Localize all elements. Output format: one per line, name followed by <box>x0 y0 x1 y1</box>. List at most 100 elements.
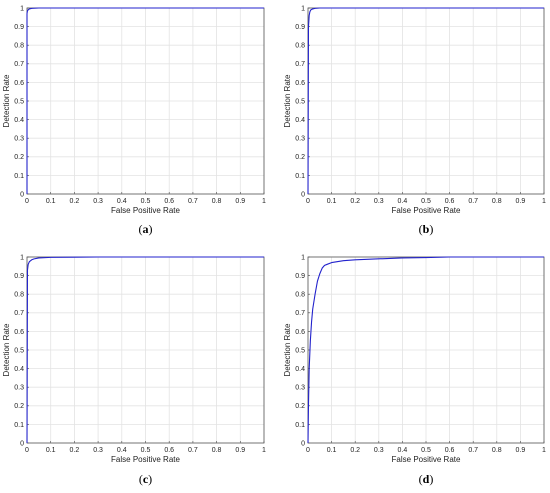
x-tick-label: 0.6 <box>164 198 174 205</box>
y-tick-label: 0.5 <box>295 98 305 105</box>
axes-frame <box>307 256 545 444</box>
x-tick-label: 0.1 <box>46 447 56 454</box>
y-tick-label: 0.9 <box>295 24 305 31</box>
y-tick-label: 1 <box>20 254 24 261</box>
caption-letter: c <box>143 472 149 486</box>
caption-open-paren: ( <box>419 472 423 486</box>
panel-caption: (b) <box>419 222 434 236</box>
y-tick-label: 0.1 <box>295 422 305 429</box>
y-tick-label: 0 <box>301 440 305 447</box>
y-tick-label: 0.7 <box>14 310 24 317</box>
x-tick-label: 0.2 <box>70 447 80 454</box>
caption-letter: d <box>423 472 430 486</box>
caption-open-paren: ( <box>139 222 143 236</box>
y-tick-label: 0 <box>20 191 24 198</box>
x-tick-label: 0.9 <box>516 198 526 205</box>
y-tick-label: 0.5 <box>14 347 24 354</box>
roc-panel-a: 0 0.1 0.2 0.3 0.4 0.5 0.6 0.7 0.8 0.9 1 0 0.1 0.2 0.3 0… <box>2 5 266 236</box>
x-axis-label: False Positive Rate <box>392 455 461 464</box>
y-tick-label: 0.4 <box>14 117 24 124</box>
y-tick-label: 0.6 <box>295 329 305 336</box>
x-tick-label: 0.5 <box>421 447 431 454</box>
x-tick-label: 0.4 <box>117 198 127 205</box>
x-tick-label: 0.2 <box>70 198 80 205</box>
y-tick-label: 0.3 <box>14 136 24 143</box>
y-axis-label: Detection Rate <box>283 74 292 127</box>
y-tick-label: 0.6 <box>295 80 305 87</box>
y-tick-label: 0.5 <box>14 98 24 105</box>
y-tick-label: 1 <box>20 5 24 12</box>
x-tick-label: 0 <box>306 198 310 205</box>
y-tick-label: 0.3 <box>14 385 24 392</box>
y-tick-label: 0.6 <box>14 80 24 87</box>
x-tick-label: 0.7 <box>468 198 478 205</box>
x-tick-label: 0.8 <box>212 447 222 454</box>
roc-panel-c: 0 0.1 0.2 0.3 0.4 0.5 0.6 0.7 0.8 0.9 1 0 0.1 0.2 0.3 0… <box>2 254 266 486</box>
caption-close-paren: ) <box>149 222 153 236</box>
roc-curve <box>307 256 544 444</box>
x-tick-label: 0.4 <box>398 447 408 454</box>
y-axis-label: Detection Rate <box>2 74 11 127</box>
y-tick-label: 0.9 <box>14 24 24 31</box>
roc-curve <box>307 7 544 195</box>
panel-caption: (a) <box>139 222 153 236</box>
x-tick-label: 0.9 <box>516 447 526 454</box>
x-axis-label: False Positive Rate <box>392 206 461 215</box>
y-tick-label: 1 <box>301 5 305 12</box>
y-tick-label: 0.8 <box>295 43 305 50</box>
x-tick-label: 1 <box>542 447 546 454</box>
x-tick-label: 0.8 <box>492 198 502 205</box>
roc-curve <box>26 7 264 194</box>
y-tick-label: 1 <box>301 254 305 261</box>
panel-caption: (c) <box>139 472 152 486</box>
caption-letter: b <box>423 222 430 236</box>
x-tick-label: 0.7 <box>468 447 478 454</box>
x-tick-label: 0.6 <box>445 447 455 454</box>
y-tick-label: 0.1 <box>14 422 24 429</box>
caption-open-paren: ( <box>139 472 143 486</box>
x-tick-label: 0.8 <box>212 198 222 205</box>
x-tick-label: 0.5 <box>141 198 151 205</box>
y-tick-label: 0.7 <box>295 61 305 68</box>
x-tick-label: 1 <box>262 198 266 205</box>
x-tick-label: 0.2 <box>350 447 360 454</box>
x-tick-label: 0.2 <box>350 198 360 205</box>
y-tick-label: 0.9 <box>295 273 305 280</box>
y-tick-label: 0.1 <box>14 173 24 180</box>
roc-panel-d: 0 0.1 0.2 0.3 0.4 0.5 0.6 0.7 0.8 0.9 1 0 0.1 0.2 0.3 0… <box>283 254 546 486</box>
x-axis-label: False Positive Rate <box>111 455 180 464</box>
y-tick-label: 0.7 <box>295 310 305 317</box>
y-axis-label: Detection Rate <box>2 323 11 376</box>
y-tick-label: 0.5 <box>295 347 305 354</box>
x-axis-label: False Positive Rate <box>111 206 180 215</box>
x-tick-label: 0.1 <box>327 447 337 454</box>
y-tick-label: 0.4 <box>295 117 305 124</box>
caption-close-paren: ) <box>429 222 433 236</box>
y-tick-label: 0 <box>20 440 24 447</box>
x-tick-label: 0.6 <box>445 198 455 205</box>
y-tick-label: 0.1 <box>295 173 305 180</box>
y-tick-label: 0.9 <box>14 273 24 280</box>
x-tick-label: 0.1 <box>46 198 56 205</box>
caption-close-paren: ) <box>148 472 152 486</box>
panel-caption: (d) <box>419 472 434 486</box>
y-tick-label: 0.3 <box>295 385 305 392</box>
y-tick-label: 0.2 <box>14 154 24 161</box>
roc-panel-b: 0 0.1 0.2 0.3 0.4 0.5 0.6 0.7 0.8 0.9 1 0 0.1 0.2 0.3 0… <box>283 5 546 236</box>
x-tick-label: 0.7 <box>188 198 198 205</box>
x-tick-label: 0.1 <box>327 198 337 205</box>
x-tick-label: 0.3 <box>93 447 103 454</box>
x-tick-label: 0.3 <box>374 447 384 454</box>
x-tick-label: 0.3 <box>93 198 103 205</box>
x-tick-label: 0.4 <box>398 198 408 205</box>
x-tick-label: 0.8 <box>492 447 502 454</box>
y-tick-label: 0.2 <box>295 154 305 161</box>
y-tick-label: 0.7 <box>14 61 24 68</box>
y-tick-label: 0 <box>301 191 305 198</box>
y-tick-label: 0.6 <box>14 329 24 336</box>
caption-open-paren: ( <box>419 222 423 236</box>
x-tick-label: 0 <box>25 447 29 454</box>
x-tick-label: 0.5 <box>141 447 151 454</box>
x-tick-label: 0.4 <box>117 447 127 454</box>
